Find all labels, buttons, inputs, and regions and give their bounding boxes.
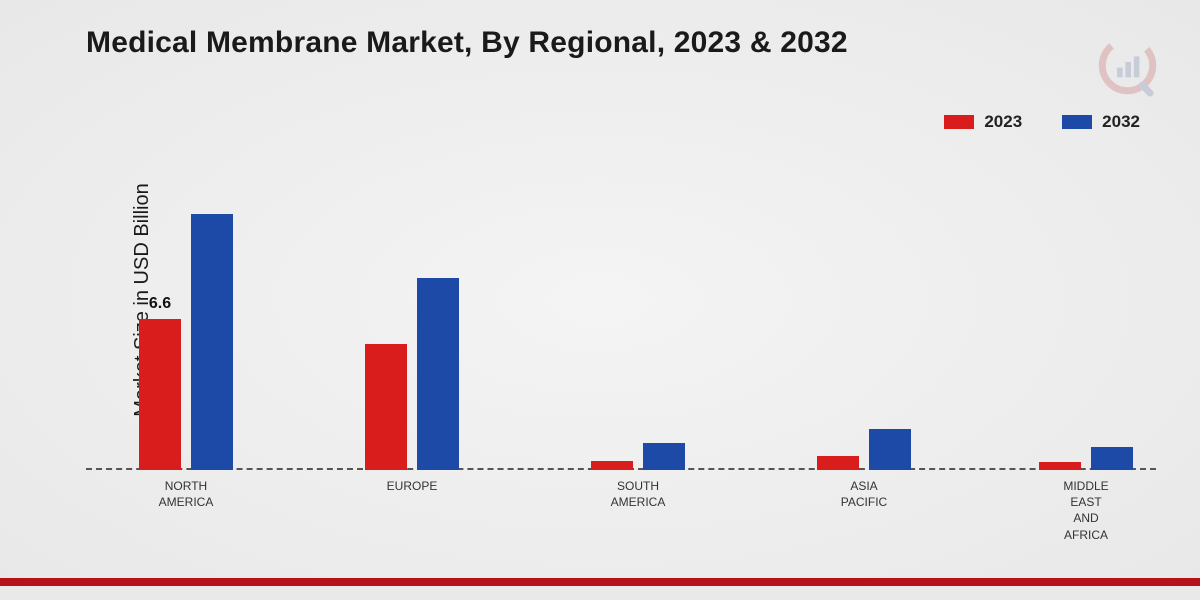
legend-item-2032: 2032: [1062, 112, 1140, 132]
bar-europe-2023: [365, 344, 407, 470]
bar-group-europe: [365, 278, 459, 470]
legend-swatch-2032: [1062, 115, 1092, 129]
x-label-meafrica: MIDDLE EAST AND AFRICA: [1063, 478, 1108, 543]
x-label-asia_pacific: ASIA PACIFIC: [841, 478, 887, 510]
x-label-europe: EUROPE: [387, 478, 438, 494]
legend-swatch-2023: [944, 115, 974, 129]
bar-meafrica-2023: [1039, 462, 1081, 470]
chart-title: Medical Membrane Market, By Regional, 20…: [86, 26, 848, 60]
chart-page: Medical Membrane Market, By Regional, 20…: [0, 0, 1200, 600]
legend-item-2023: 2023: [944, 112, 1022, 132]
bar-south_america-2032: [643, 443, 685, 470]
footer-bar: [0, 586, 1200, 600]
bar-value-label: 6.6: [149, 295, 171, 313]
x-label-north_america: NORTH AMERICA: [159, 478, 214, 510]
legend-label-2023: 2023: [984, 112, 1022, 132]
bar-group-asia_pacific: [817, 429, 911, 470]
legend-label-2032: 2032: [1102, 112, 1140, 132]
bar-group-meafrica: [1039, 447, 1133, 470]
bar-asia_pacific-2023: [817, 456, 859, 470]
bar-north_america-2032: [191, 214, 233, 470]
footer-stripe: [0, 578, 1200, 586]
bar-south_america-2023: [591, 461, 633, 470]
bar-group-north_america: 6.6: [139, 214, 233, 470]
bar-north_america-2023: 6.6: [139, 319, 181, 470]
x-label-south_america: SOUTH AMERICA: [611, 478, 666, 510]
bar-asia_pacific-2032: [869, 429, 911, 470]
plot-area: 6.6: [86, 150, 1156, 470]
bar-meafrica-2032: [1091, 447, 1133, 470]
bar-europe-2032: [417, 278, 459, 470]
bar-group-south_america: [591, 443, 685, 470]
legend: 2023 2032: [944, 112, 1140, 132]
brand-logo-icon: [1096, 34, 1166, 104]
